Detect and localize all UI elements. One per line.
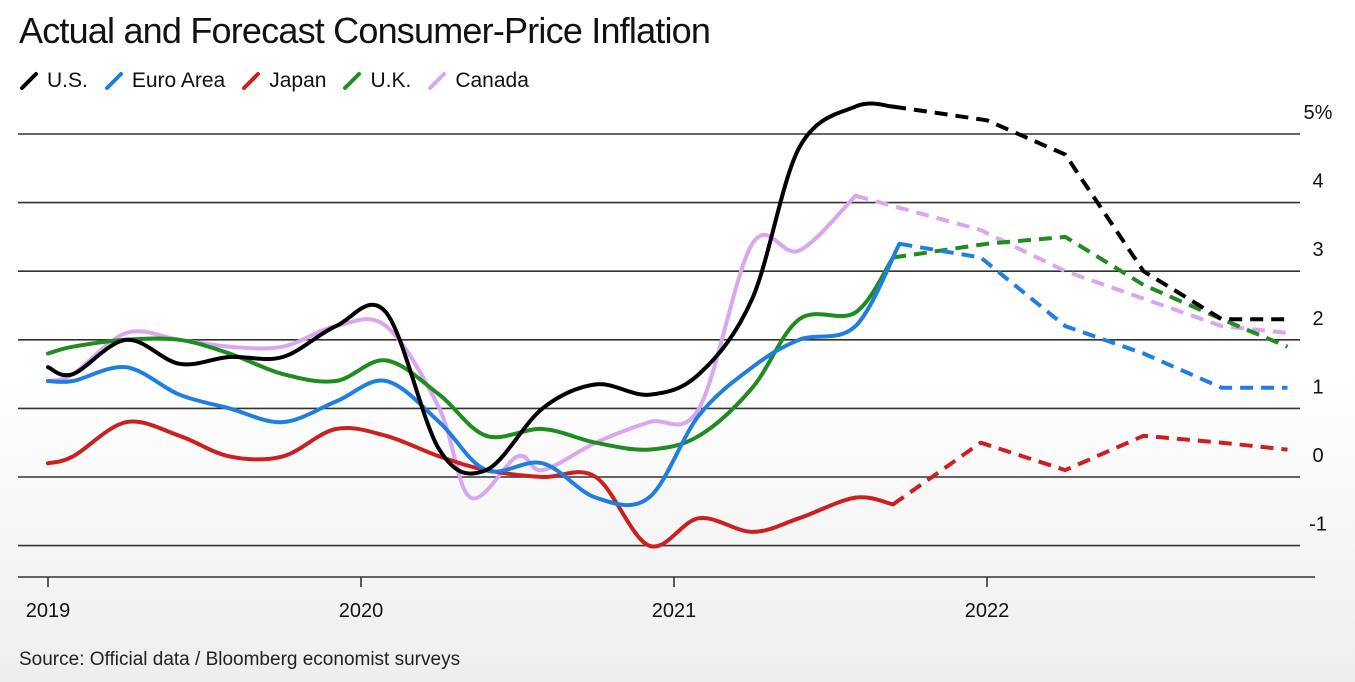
legend-swatch-icon bbox=[242, 72, 261, 90]
legend-item-u-s: U.S. bbox=[19, 69, 88, 93]
chart-title: Actual and Forecast Consumer-Price Infla… bbox=[19, 10, 711, 51]
legend-label: U.K. bbox=[370, 69, 412, 92]
legend-label: Euro Area bbox=[131, 69, 226, 92]
legend-item-japan: Japan bbox=[241, 69, 326, 93]
legend-item-canada: Canada bbox=[427, 69, 529, 93]
series-line-japan-actual bbox=[46, 419, 896, 549]
legend-swatch-icon bbox=[343, 72, 362, 90]
series-line-euro-area-actual bbox=[46, 241, 902, 508]
y-tick-label: 1 bbox=[1312, 376, 1323, 398]
series-line-euro-area-forecast bbox=[899, 241, 1288, 390]
chart-source: Source: Official data / Bloomberg econom… bbox=[19, 649, 461, 670]
x-tick-label: 2021 bbox=[652, 600, 697, 622]
series-line-u-s-forecast bbox=[892, 104, 1288, 322]
series-line-japan-forecast bbox=[891, 433, 1288, 507]
y-tick-label: 2 bbox=[1312, 308, 1323, 330]
legend-swatch-icon bbox=[104, 72, 123, 90]
y-tick-label: 4 bbox=[1312, 171, 1323, 193]
y-tick-label: 5% bbox=[1304, 102, 1333, 124]
x-tick-label: 2022 bbox=[965, 600, 1010, 622]
legend-swatch-icon bbox=[20, 72, 38, 90]
series-line-u-k-actual bbox=[46, 255, 896, 452]
x-tick-label: 2019 bbox=[26, 600, 71, 622]
series-line-canada-forecast bbox=[854, 193, 1288, 335]
legend-item-euro-area: Euro Area bbox=[104, 69, 225, 93]
legend-item-u-k: U.K. bbox=[342, 69, 411, 93]
y-tick-label: 3 bbox=[1312, 239, 1323, 261]
y-tick-label: 0 bbox=[1312, 445, 1323, 467]
legend-swatch-icon bbox=[428, 72, 447, 90]
legend-label: U.S. bbox=[47, 69, 88, 92]
y-tick-label: -1 bbox=[1309, 514, 1327, 536]
legend-label: Japan bbox=[269, 69, 327, 92]
legend-label: Canada bbox=[455, 69, 529, 92]
chart-legend: U.S. Euro Area Japan U.K. Canada bbox=[19, 66, 545, 96]
series-line-canada-actual bbox=[46, 193, 858, 501]
x-tick-label: 2020 bbox=[339, 600, 384, 622]
series-line-u-k-forecast bbox=[892, 234, 1289, 349]
series-line-u-s-actual bbox=[46, 101, 896, 476]
